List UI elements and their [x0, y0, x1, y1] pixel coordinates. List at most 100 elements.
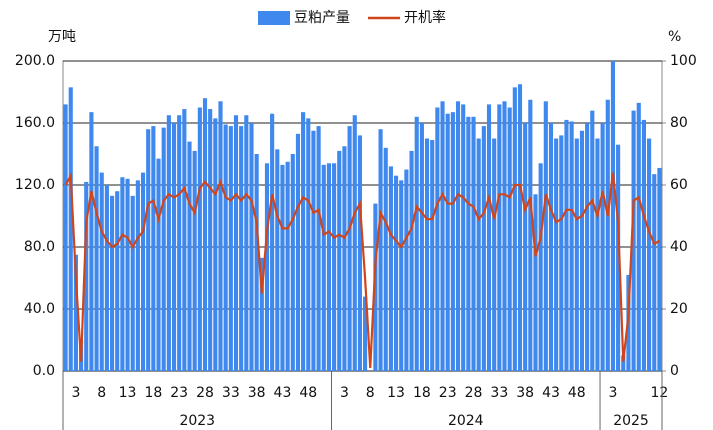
bar	[440, 101, 445, 372]
bar	[657, 167, 662, 371]
bar	[399, 180, 404, 371]
y2-tick-label: 0	[670, 363, 679, 379]
x-tick-label: 28	[465, 385, 483, 401]
x-tick-label: 33	[490, 385, 508, 401]
bar	[249, 123, 254, 371]
bar	[321, 164, 326, 371]
bar	[166, 115, 171, 371]
bar	[130, 195, 135, 371]
bar	[476, 138, 481, 371]
bar	[554, 138, 559, 371]
x-tick-label: 48	[299, 385, 317, 401]
bar	[450, 112, 455, 372]
legend-label: 豆粕产量	[294, 10, 350, 26]
bar	[332, 163, 337, 371]
bar	[120, 177, 125, 371]
bar	[115, 191, 120, 371]
bar	[414, 116, 419, 371]
x-tick-label: 3	[608, 385, 617, 401]
bar	[326, 163, 332, 371]
bar	[455, 101, 461, 372]
bar	[590, 110, 595, 371]
legend-swatch	[258, 11, 290, 25]
x-tick-label: 3	[71, 385, 80, 401]
bar	[151, 126, 156, 371]
bar	[161, 127, 166, 372]
bar	[543, 101, 548, 372]
bar	[430, 140, 435, 371]
bar	[233, 115, 239, 371]
bar	[68, 87, 73, 371]
bar	[378, 129, 383, 371]
group-label: 2023	[179, 413, 215, 429]
bar	[182, 109, 187, 372]
bar	[466, 116, 471, 371]
y-tick-label: 0.0	[33, 363, 55, 379]
bar	[311, 130, 316, 371]
bar	[264, 163, 270, 371]
bar	[647, 138, 652, 371]
bar	[218, 101, 223, 372]
bar	[523, 123, 528, 371]
bar	[140, 172, 146, 371]
bar	[600, 123, 605, 371]
y-tick-label: 160.0	[15, 115, 55, 131]
bar	[497, 104, 502, 372]
bar	[435, 107, 440, 371]
bar	[373, 203, 378, 371]
y2-unit: %	[668, 29, 681, 45]
bar	[424, 138, 430, 371]
bar	[486, 104, 492, 372]
x-tick-label: 3	[340, 385, 349, 401]
bar	[125, 178, 130, 371]
x-tick-label: 23	[439, 385, 457, 401]
bar	[605, 99, 610, 371]
bar	[290, 154, 295, 371]
bar	[202, 98, 208, 371]
bar	[409, 150, 414, 371]
y2-tick-label: 80	[670, 115, 688, 131]
bar	[595, 138, 600, 371]
x-tick-label: 13	[387, 385, 405, 401]
bar	[559, 135, 564, 371]
bar	[616, 144, 621, 371]
bar	[223, 124, 228, 371]
bar	[63, 104, 68, 372]
line	[64, 171, 660, 368]
bar	[393, 175, 399, 371]
bar	[636, 102, 641, 371]
x-tick-label: 8	[97, 385, 106, 401]
bar	[363, 296, 368, 371]
bar	[156, 158, 161, 371]
bar	[280, 164, 285, 371]
x-tick-label: 38	[248, 385, 266, 401]
bar	[109, 195, 115, 371]
bar	[579, 130, 585, 371]
bar	[492, 138, 497, 371]
bar	[104, 185, 109, 371]
y-unit: 万吨	[48, 29, 76, 45]
bar	[528, 99, 533, 371]
bar	[94, 146, 99, 371]
x-tick-label: 13	[119, 385, 137, 401]
bar	[404, 169, 409, 371]
x-tick-label: 8	[366, 385, 375, 401]
x-tick-label: 18	[413, 385, 431, 401]
bar	[641, 119, 646, 372]
bar	[285, 161, 290, 371]
bar	[445, 113, 450, 371]
bar	[585, 123, 590, 371]
bar	[481, 126, 486, 371]
bar	[569, 121, 574, 371]
bar	[213, 118, 218, 371]
bar	[146, 129, 151, 371]
bar	[517, 84, 523, 371]
x-tick-label: 28	[196, 385, 214, 401]
bar	[652, 174, 657, 371]
x-tick-label: 33	[222, 385, 240, 401]
x-tick-label: 48	[568, 385, 586, 401]
bar	[610, 61, 616, 371]
bar	[419, 123, 424, 371]
x-tick-label: 43	[274, 385, 292, 401]
